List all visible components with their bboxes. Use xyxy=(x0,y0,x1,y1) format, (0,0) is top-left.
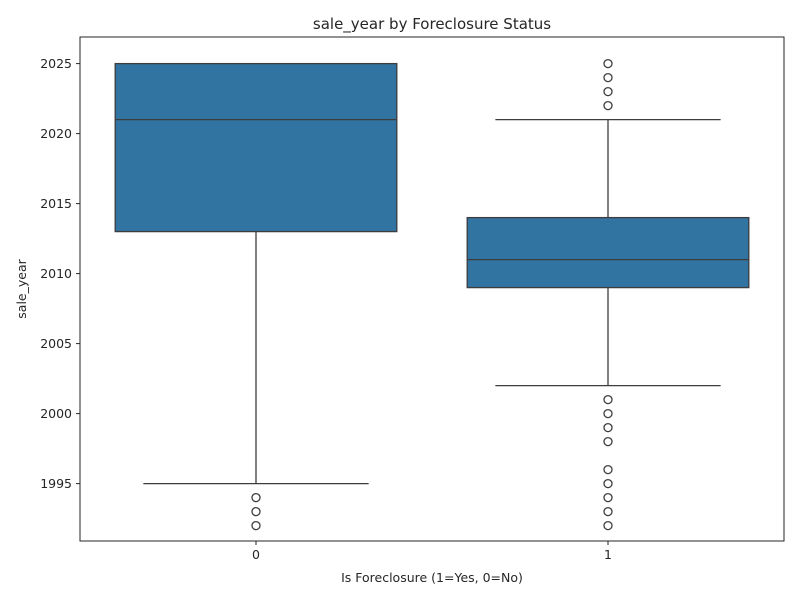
box-group-1 xyxy=(466,58,750,531)
outlier-point xyxy=(603,72,613,83)
outlier-point xyxy=(251,506,261,517)
y-tick-label: 1995 xyxy=(40,476,72,491)
outlier-point xyxy=(603,422,613,433)
outlier-point xyxy=(603,86,613,97)
y-axis-ticks: 1995 2000 2005 2010 2015 2020 2025 xyxy=(40,56,80,491)
outlier-point xyxy=(603,394,613,405)
outlier-point xyxy=(603,464,613,475)
outlier-point xyxy=(251,492,261,503)
iqr-box xyxy=(114,62,398,233)
outlier-point xyxy=(603,492,613,503)
x-tick-label: 0 xyxy=(252,547,260,562)
y-tick-label: 2025 xyxy=(40,56,72,71)
y-axis-label: sale_year xyxy=(14,258,29,318)
y-tick-label: 2020 xyxy=(40,126,72,141)
y-tick-label: 2000 xyxy=(40,406,72,421)
x-axis-label: Is Foreclosure (1=Yes, 0=No) xyxy=(341,570,523,585)
outlier-point xyxy=(603,436,613,447)
iqr-box xyxy=(466,216,750,289)
y-tick-label: 2005 xyxy=(40,336,72,351)
chart-title: sale_year by Foreclosure Status xyxy=(313,15,551,34)
y-tick-label: 2010 xyxy=(40,266,72,281)
y-tick-label: 2015 xyxy=(40,196,72,211)
outlier-point xyxy=(603,408,613,419)
outlier-point xyxy=(603,506,613,517)
x-tick-label: 1 xyxy=(604,547,612,562)
box-group-0 xyxy=(114,62,398,531)
outlier-point xyxy=(251,520,261,531)
outlier-point xyxy=(603,520,613,531)
outlier-point xyxy=(603,478,613,489)
boxes-layer xyxy=(114,58,750,531)
outlier-point xyxy=(603,58,613,69)
plot-frame xyxy=(79,36,785,542)
outlier-point xyxy=(603,100,613,111)
